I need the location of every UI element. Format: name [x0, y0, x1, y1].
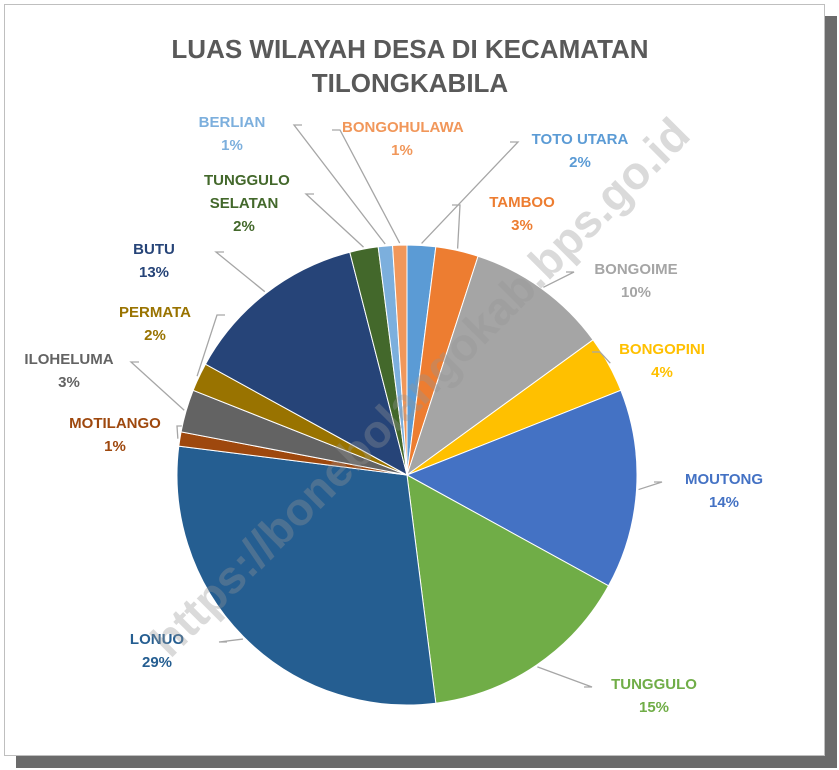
slice-value: 2%: [144, 327, 166, 344]
pie-slice: [204, 251, 408, 476]
slice-name: MOUTONG: [684, 471, 764, 488]
leader-line: [452, 204, 461, 249]
pie-slice: [406, 474, 610, 704]
data-label: TUNGGULO SELATAN 2%: [184, 169, 304, 238]
data-label: PERMATA 2%: [95, 301, 215, 347]
data-label: BONGOPINI 4%: [602, 338, 722, 384]
slice-name: BONGOHULAWA: [342, 119, 464, 136]
data-label: BUTU 13%: [94, 238, 214, 284]
leader-line: [218, 638, 244, 643]
leader-line: [292, 124, 386, 245]
data-label: TUNGGULO 15%: [594, 673, 714, 719]
slice-value: 1%: [104, 438, 126, 455]
slice-value: 15%: [638, 699, 670, 716]
leader-line: [592, 351, 611, 364]
slice-value: 14%: [708, 494, 740, 511]
data-label: BONGOIME 10%: [576, 258, 696, 304]
slice-name: BONGOIME: [594, 261, 678, 278]
leader-line: [421, 141, 520, 244]
slice-name: PERMATA: [119, 304, 191, 321]
leader-line: [304, 193, 364, 248]
leader-line: [543, 271, 575, 288]
slice-value: 3%: [511, 217, 533, 234]
data-label: BONGOHULAWA 1%: [342, 116, 464, 162]
slice-name: MOTILANGO: [69, 415, 161, 432]
slice-value: 29%: [141, 654, 173, 671]
slice-name: BUTU: [133, 241, 175, 258]
pie-slice: [176, 445, 437, 706]
slice-name: LONUO: [129, 631, 185, 648]
leader-line: [196, 314, 225, 377]
data-label: TAMBOO 3%: [462, 191, 582, 237]
slice-name: TUNGGULO SELATAN: [204, 172, 290, 212]
slice-name: ILOHELUMA: [24, 351, 114, 368]
leader-line: [638, 481, 663, 491]
slice-value: 1%: [221, 137, 243, 154]
slice-name: TUNGGULO: [611, 676, 697, 693]
data-label: MOUTONG 14%: [664, 468, 784, 514]
slice-value: 3%: [58, 374, 80, 391]
slice-value: 10%: [620, 284, 652, 301]
leader-line: [214, 251, 266, 293]
slice-name: BONGOPINI: [619, 341, 705, 358]
leader-line: [129, 361, 185, 411]
slice-name: BERLIAN: [198, 114, 266, 131]
leader-line: [332, 129, 401, 244]
pie-slice: [392, 244, 408, 476]
slice-name: TAMBOO: [489, 194, 555, 211]
slice-name: TOTO UTARA: [531, 131, 629, 148]
slice-value: 2%: [233, 218, 255, 235]
slice-value: 4%: [651, 364, 673, 381]
leader-line: [537, 666, 593, 688]
data-label: LONUO 29%: [97, 628, 217, 674]
data-label: BERLIAN 1%: [172, 111, 292, 157]
slice-value: 1%: [391, 142, 413, 159]
pie-slice: [406, 255, 594, 477]
slice-value: 2%: [569, 154, 591, 171]
slice-value: 13%: [138, 264, 170, 281]
data-label: ILOHELUMA 3%: [9, 348, 129, 394]
pie-slice: [405, 389, 638, 587]
data-label: TOTO UTARA 2%: [520, 128, 640, 174]
data-label: MOTILANGO 1%: [55, 412, 175, 458]
chart-title: LUAS WILAYAH DESA DI KECAMATAN TILONGKAB…: [171, 34, 649, 98]
